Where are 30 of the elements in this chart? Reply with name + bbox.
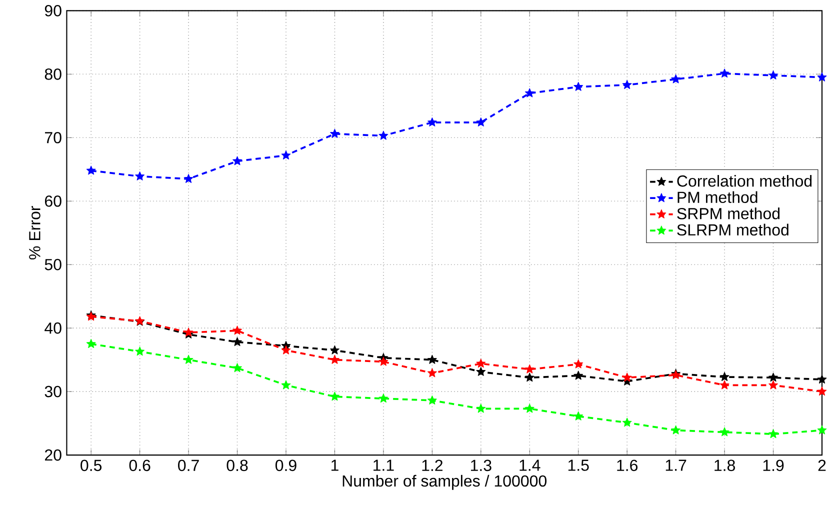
x-axis-title: Number of samples / 100000 [342, 474, 547, 490]
x-tick-label: 1.6 [617, 460, 638, 471]
x-tick-label: 1.1 [374, 460, 394, 471]
x-tick-label: 1.7 [666, 460, 686, 471]
y-tick-label: 60 [45, 195, 62, 207]
legend-label: Correlation method [677, 174, 812, 187]
x-tick-label: 1.4 [520, 460, 540, 471]
legend-label: PM method [678, 191, 758, 203]
x-tick-label: 1.3 [470, 460, 492, 471]
x-tick-label: 1.8 [714, 460, 735, 471]
legend-label: SLRPM method [677, 224, 788, 236]
y-axis-title: % Error [29, 206, 40, 260]
y-tick-label: 20 [44, 449, 62, 460]
x-tick-label: 1.9 [763, 460, 784, 471]
legend-label: SRPM method [677, 207, 780, 220]
y-tick-label: 70 [45, 132, 62, 144]
x-tick-label: 0.6 [129, 460, 150, 471]
y-tick-label: 80 [44, 68, 62, 80]
x-tick-label: 0.7 [178, 460, 199, 471]
x-tick-label: 0.9 [275, 460, 296, 471]
x-tick-label: 1.2 [422, 460, 442, 471]
y-tick-label: 50 [44, 258, 62, 270]
x-tick-label: 1.5 [568, 460, 589, 471]
x-tick-label: 1 [331, 460, 338, 471]
y-tick-label: 30 [44, 386, 62, 398]
x-tick-label: 0.5 [80, 460, 102, 471]
y-tick-label: 40 [44, 322, 62, 334]
y-tick-label: 90 [44, 4, 62, 16]
x-tick-label: 2 [818, 460, 826, 471]
x-tick-label: 0.8 [226, 460, 248, 471]
